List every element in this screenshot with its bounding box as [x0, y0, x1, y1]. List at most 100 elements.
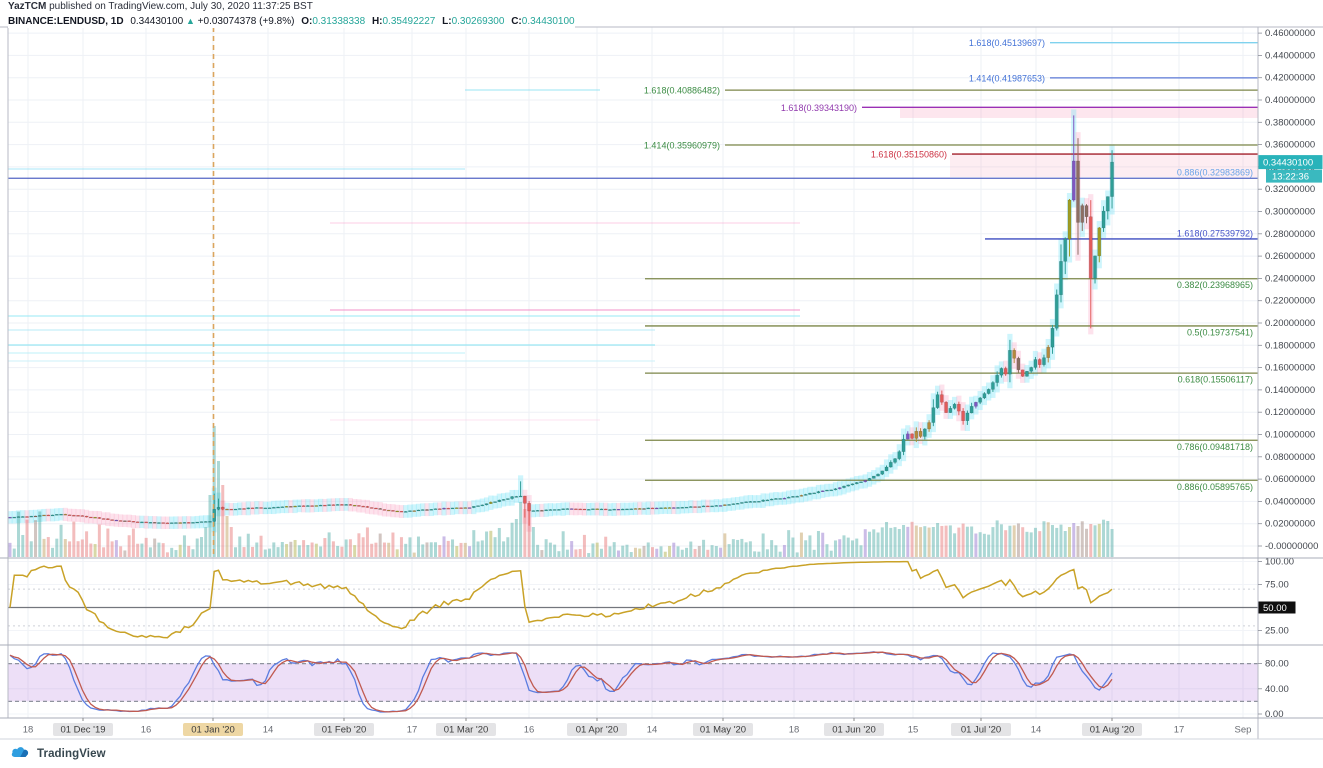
- rsi-axis-tick: 25.00: [1265, 626, 1289, 637]
- price-badge-value: 0.34430100: [1263, 158, 1313, 169]
- time-axis-label[interactable]: 01 Jan '20: [191, 725, 235, 736]
- month-label-box: [693, 723, 753, 736]
- time-axis-label[interactable]: Sep: [1235, 725, 1252, 736]
- stochastic-pane[interactable]: [8, 651, 1258, 713]
- last-price: 0.34430100: [130, 16, 184, 27]
- fib-level-label[interactable]: 1.414(0.35960979): [644, 141, 720, 151]
- price-axis-tick: 0.16000000: [1265, 363, 1315, 374]
- close-value: 0.34430100: [521, 16, 575, 27]
- fib-level-label[interactable]: 0.886(0.05895765): [1177, 482, 1253, 492]
- symbol-line: BINANCE:LENDUSD, 1D 0.34430100 ▲ +0.0307…: [8, 15, 575, 28]
- grid: [8, 27, 1258, 718]
- current-price-badge: 0.34430100 13:22:36: [1258, 155, 1323, 183]
- fib-level-label[interactable]: 0.618(0.15506117): [1178, 375, 1253, 385]
- time-axis-label[interactable]: 01 May '20: [700, 725, 746, 736]
- candles: [8, 115, 1114, 527]
- symbol-title[interactable]: BINANCE:LENDUSD, 1D: [8, 16, 124, 27]
- price-axis-tick: 0.44000000: [1265, 50, 1315, 61]
- fib-labels: 1.618(0.45139697) 1.414(0.41987653) 1.618(…: [644, 38, 1253, 492]
- fib-level-label[interactable]: 0.786(0.09481718): [1177, 442, 1253, 452]
- month-label-box: [567, 723, 627, 736]
- month-label-box: [53, 723, 113, 736]
- price-axis-tick: 0.38000000: [1265, 117, 1315, 128]
- fib-level-label[interactable]: 1.618(0.27539792): [1177, 228, 1253, 238]
- time-axis-label[interactable]: 17: [1174, 725, 1185, 736]
- time-axis-label[interactable]: 18: [23, 725, 34, 736]
- time-axis-label[interactable]: 16: [141, 725, 152, 736]
- time-axis-label[interactable]: 01 Apr '20: [576, 725, 619, 736]
- tradingview-logo-icon[interactable]: [10, 744, 32, 764]
- price-axis-tick: 0.46000000: [1265, 28, 1315, 39]
- price-axis-tick: 0.12000000: [1265, 407, 1315, 418]
- month-label-box: [1082, 723, 1142, 736]
- open-value: 0.31338338: [312, 16, 366, 27]
- fib-level-label[interactable]: 1.618(0.45139697): [969, 38, 1045, 48]
- price-axis[interactable]: 0.46000000 0.44000000 0.42000000 0.40000000…: [1257, 27, 1323, 739]
- stoch-axis-tick: 80.00: [1265, 659, 1289, 670]
- price-badge-countdown: 13:22:36: [1272, 172, 1309, 183]
- time-axis-label[interactable]: 01 Aug '20: [1090, 725, 1135, 736]
- low-value: 0.30269300: [451, 16, 505, 27]
- time-axis-label[interactable]: 01 Dec '19: [60, 725, 105, 736]
- time-axis-label[interactable]: 18: [789, 725, 800, 736]
- time-axis-label[interactable]: 01 Jul '20: [961, 725, 1001, 736]
- fib-level-label[interactable]: 1.618(0.39343190): [781, 103, 857, 113]
- time-axis[interactable]: 18 01 Dec '19 16 01 Jan '20 14 01 Feb '20 17 01…: [23, 718, 1252, 736]
- price-axis-tick: 0.02000000: [1265, 519, 1315, 530]
- rsi-pane[interactable]: [8, 560, 1258, 639]
- price-axis-tick: 0.42000000: [1265, 73, 1315, 84]
- price-axis-tick: -0.00000000: [1265, 541, 1318, 552]
- time-axis-label[interactable]: 15: [908, 725, 919, 736]
- price-axis-tick: 0.24000000: [1265, 273, 1315, 284]
- month-label-box: [436, 723, 496, 736]
- time-axis-label[interactable]: 14: [1031, 725, 1042, 736]
- footer: TradingView: [10, 744, 106, 764]
- fib-level-label[interactable]: 1.618(0.40886482): [644, 86, 720, 96]
- rsi-axis-tick: 100.00: [1265, 557, 1294, 568]
- stoch-axis-tick: 0.00: [1265, 709, 1284, 720]
- brand-label[interactable]: TradingView: [37, 748, 106, 760]
- fib-level-label[interactable]: 0.5(0.19737541): [1187, 327, 1253, 337]
- fib-level-label[interactable]: 1.414(0.41987653): [969, 73, 1045, 83]
- close-label: C:: [511, 16, 522, 27]
- price-axis-tick: 0.20000000: [1265, 318, 1315, 329]
- time-axis-label[interactable]: 16: [524, 725, 535, 736]
- month-label-box: [824, 723, 884, 736]
- stoch-k-line: [9, 651, 1113, 713]
- rsi-mid-badge: 50.00: [1263, 603, 1287, 614]
- open-label: O:: [301, 16, 313, 27]
- up-arrow-icon: ▲: [185, 16, 195, 26]
- time-axis-label[interactable]: 14: [647, 725, 658, 736]
- highlighted-date-box: [183, 723, 243, 736]
- price-axis-tick: 0.08000000: [1265, 452, 1315, 463]
- stoch-axis-tick: 40.00: [1265, 684, 1289, 695]
- attribution-text: published on TradingView.com, July 30, 2…: [46, 1, 313, 12]
- price-pane[interactable]: [0, 27, 1258, 558]
- fib-level-label[interactable]: 0.886(0.32983869): [1177, 168, 1253, 178]
- time-axis-label[interactable]: 01 Mar '20: [444, 725, 489, 736]
- price-axis-tick: 0.10000000: [1265, 430, 1315, 441]
- fib-lines: [8, 42, 1258, 481]
- month-label-box: [314, 723, 374, 736]
- fib-level-label[interactable]: 1.618(0.35150860): [871, 150, 947, 160]
- price-axis-tick: 0.14000000: [1265, 385, 1315, 396]
- time-axis-label[interactable]: 01 Jun '20: [832, 725, 876, 736]
- time-axis-label[interactable]: 14: [263, 725, 274, 736]
- time-axis-label[interactable]: 01 Feb '20: [322, 725, 367, 736]
- price-axis-tick: 0.04000000: [1265, 496, 1315, 507]
- high-value: 0.35492227: [382, 16, 436, 27]
- low-label: L:: [442, 16, 452, 27]
- price-axis-tick: 0.06000000: [1265, 474, 1315, 485]
- time-axis-label[interactable]: 17: [407, 725, 418, 736]
- rsi-axis-tick: 75.00: [1265, 580, 1289, 591]
- fib-level-label[interactable]: 0.382(0.23968965): [1177, 280, 1253, 290]
- price-axis-tick: 0.18000000: [1265, 340, 1315, 351]
- month-label-box: [951, 723, 1011, 736]
- header: YazTCM published on TradingView.com, Jul…: [8, 1, 575, 28]
- price-axis-tick: 0.30000000: [1265, 207, 1315, 218]
- price-axis-tick: 0.22000000: [1265, 296, 1315, 307]
- stoch-d-line: [9, 651, 1113, 713]
- price-axis-tick: 0.32000000: [1265, 184, 1315, 195]
